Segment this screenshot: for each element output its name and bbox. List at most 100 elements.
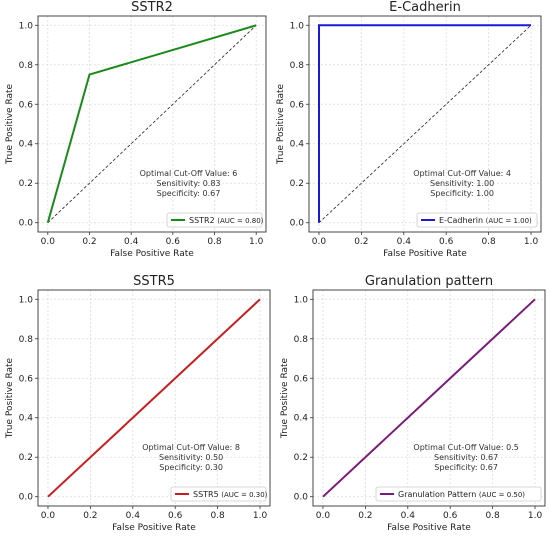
- plot-frame: [37, 289, 271, 507]
- x-tick-label: 0.0: [312, 237, 327, 247]
- y-tick-label: 0.4: [294, 414, 309, 424]
- x-tick-label: 0.4: [126, 511, 141, 521]
- y-tick-label: 0.0: [294, 493, 309, 503]
- y-tick-label: 0.8: [19, 335, 34, 345]
- legend-label: Granulation Pattern (AUC = 0.50): [398, 490, 525, 499]
- y-tick-label: 1.0: [19, 21, 34, 31]
- chart-title: Granulation pattern: [365, 274, 493, 289]
- legend-series-name: SSTR2: [189, 216, 217, 225]
- y-tick-label: 0.2: [19, 179, 33, 189]
- y-tick-label: 0.8: [19, 61, 34, 71]
- roc-curve-line: [46, 24, 257, 223]
- y-axis-label: True Positive Rate: [5, 83, 15, 165]
- y-tick-label: 0.4: [19, 414, 34, 424]
- x-axis-label: False Positive Rate: [112, 523, 196, 533]
- legend-series-name: Granulation Pattern: [398, 490, 479, 499]
- y-tick-label: 1.0: [19, 295, 34, 305]
- plot-frame: [308, 15, 542, 233]
- y-tick-label: 0.2: [19, 453, 33, 463]
- y-tick-label: 0.6: [290, 100, 305, 110]
- legend-series-name: E-Cadherin: [439, 216, 486, 225]
- x-tick-label: 0.2: [358, 511, 372, 521]
- legend-auc-value: (AUC = 1.00): [486, 217, 532, 225]
- x-tick-label: 0.6: [439, 237, 454, 247]
- legend: Granulation Pattern (AUC = 0.50): [375, 486, 542, 502]
- chart-title: SSTR5: [133, 274, 175, 289]
- y-tick-label: 1.0: [294, 295, 309, 305]
- annotation-line: Optimal Cut-Off Value: 4: [413, 169, 511, 178]
- roc-panel-1: SSTR2 0.0 0.2 0.4 0.6 0.8 1.0 0.0 0.2 0.4 0.6 0.8 1.…: [5, 0, 267, 259]
- annotation-line: Optimal Cut-Off Value: 8: [142, 443, 240, 452]
- x-tick-label: 0.4: [401, 511, 416, 521]
- legend-box: [375, 486, 542, 502]
- y-tick-label: 0.6: [294, 374, 309, 384]
- x-tick-label: 0.4: [124, 237, 139, 247]
- x-tick-label: 0.6: [166, 237, 181, 247]
- annotation-line: Optimal Cut-Off Value: 6: [140, 169, 238, 178]
- legend: SSTR2 (AUC = 0.80): [166, 212, 264, 228]
- x-tick-label: 0.8: [210, 511, 225, 521]
- x-tick-label: 0.8: [485, 511, 500, 521]
- y-tick-label: 0.2: [290, 179, 304, 189]
- x-tick-label: 1.0: [524, 237, 539, 247]
- legend-label: SSTR5 (AUC = 0.30): [193, 490, 268, 499]
- y-tick-label: 0.2: [294, 453, 308, 463]
- x-tick-label: 0.8: [481, 237, 496, 247]
- y-tick-label: 0.0: [19, 219, 34, 229]
- y-tick-label: 0.6: [19, 100, 34, 110]
- x-tick-label: 0.4: [397, 237, 412, 247]
- y-tick-label: 0.6: [19, 374, 34, 384]
- legend-auc-value: (AUC = 0.50): [479, 491, 525, 499]
- roc-panel-3: SSTR5 0.0 0.2 0.4 0.6 0.8 1.0 0.0 0.2 0.4 0.6 0.8 1.…: [5, 274, 271, 533]
- y-axis-label: True Positive Rate: [276, 83, 286, 165]
- legend-box: [416, 212, 538, 228]
- y-tick-label: 0.4: [290, 140, 305, 150]
- legend-label: SSTR2 (AUC = 0.80): [189, 216, 264, 225]
- annotation-line: Specificity: 0.30: [159, 463, 223, 472]
- chart-title: E-Cadherin: [389, 0, 461, 15]
- annotation-line: Specificity: 0.67: [157, 189, 221, 198]
- x-tick-label: 0.0: [316, 511, 331, 521]
- roc-curve-line: [47, 298, 261, 498]
- annotation-line: Sensitivity: 0.67: [434, 453, 498, 462]
- annotation-line: Specificity: 1.00: [430, 189, 494, 198]
- x-tick-label: 0.2: [354, 237, 368, 247]
- annotation-line: Sensitivity: 0.83: [156, 179, 220, 188]
- x-tick-label: 0.0: [41, 511, 56, 521]
- roc-curve-line: [318, 24, 531, 223]
- x-tick-label: 1.0: [528, 511, 543, 521]
- x-tick-label: 0.6: [168, 511, 183, 521]
- legend-box: [170, 486, 267, 502]
- y-axis-label: True Positive Rate: [5, 357, 15, 439]
- y-tick-label: 0.0: [19, 493, 34, 503]
- y-axis-label: True Positive Rate: [280, 357, 290, 439]
- plot-frame: [37, 15, 267, 233]
- annotation-line: Specificity: 0.67: [434, 463, 498, 472]
- legend-auc-value: (AUC = 0.80): [217, 217, 263, 225]
- annotation-line: Optimal Cut-Off Value: 0.5: [413, 443, 518, 452]
- x-tick-label: 0.2: [83, 511, 97, 521]
- x-tick-label: 1.0: [253, 511, 268, 521]
- x-tick-label: 0.0: [41, 237, 56, 247]
- x-tick-label: 0.6: [443, 511, 458, 521]
- reference-diagonal-line: [47, 24, 257, 224]
- roc-curve-line: [322, 298, 536, 498]
- annotation-line: Sensitivity: 1.00: [430, 179, 494, 188]
- roc-panel-2: E-Cadherin 0.0 0.2 0.4 0.6 0.8 1.0 0.0 0.2 0.4 0.6…: [276, 0, 542, 259]
- x-tick-label: 0.2: [82, 237, 96, 247]
- x-axis-label: False Positive Rate: [383, 249, 467, 259]
- y-tick-label: 0.8: [290, 61, 305, 71]
- legend: SSTR5 (AUC = 0.30): [170, 486, 268, 502]
- y-tick-label: 0.8: [294, 335, 309, 345]
- legend-series-name: SSTR5: [193, 490, 221, 499]
- reference-diagonal-line: [318, 24, 532, 224]
- x-axis-label: False Positive Rate: [387, 523, 471, 533]
- y-tick-label: 0.0: [290, 219, 305, 229]
- legend-label: E-Cadherin (AUC = 1.00): [439, 216, 532, 225]
- x-axis-label: False Positive Rate: [110, 249, 194, 259]
- x-tick-label: 0.8: [207, 237, 222, 247]
- legend-auc-value: (AUC = 0.30): [221, 491, 267, 499]
- legend: E-Cadherin (AUC = 1.00): [416, 212, 538, 228]
- roc-panel-4: Granulation pattern 0.0 0.2 0.4 0.6 0.8 1.0 0.0…: [280, 274, 546, 533]
